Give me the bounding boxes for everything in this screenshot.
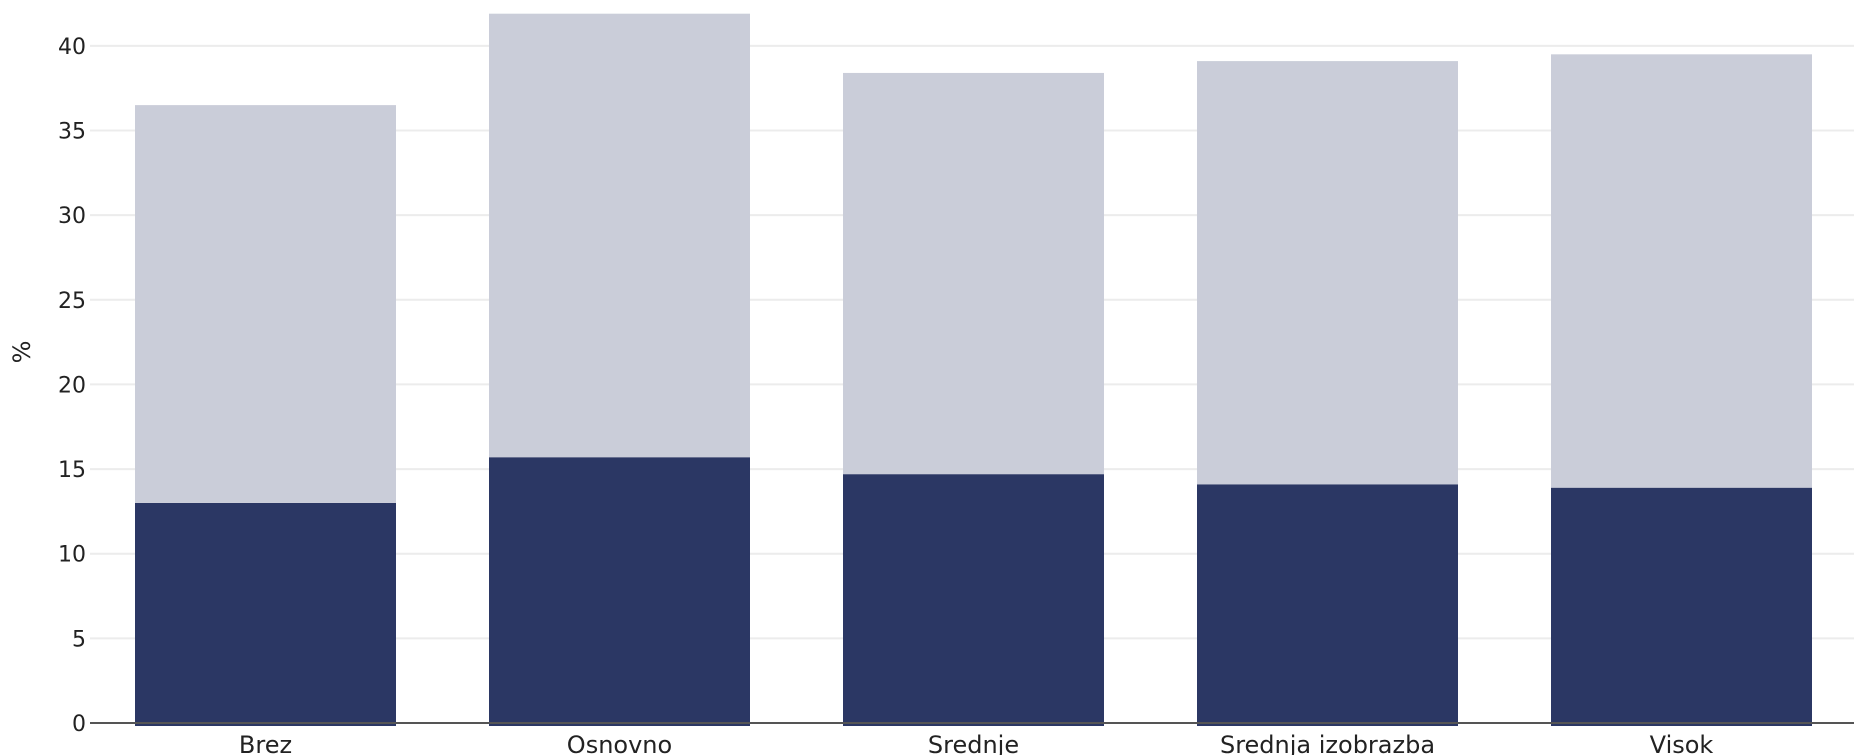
y-tick-label: 25 — [58, 289, 86, 314]
y-axis-title: % — [8, 341, 36, 364]
bar-segment-upper-2 — [489, 13, 750, 458]
y-tick-label: 15 — [58, 458, 86, 483]
y-tick-label: 40 — [58, 35, 86, 60]
x-axis-labels: Brez Osnovno Srednje Srednja izobrazba Visok — [239, 731, 1714, 755]
y-tick-label: 35 — [58, 120, 86, 145]
bar-segment-lower-4 — [1197, 484, 1458, 726]
x-tick-label: Visok — [1650, 731, 1714, 755]
x-tick-label: Brez — [239, 731, 292, 755]
bar-segment-lower-5 — [1551, 487, 1812, 726]
bar-segment-upper-1 — [135, 105, 396, 503]
y-tick-label: 5 — [72, 627, 86, 652]
y-tick-label: 20 — [58, 373, 86, 398]
bar-segment-lower-2 — [489, 457, 750, 726]
y-tick-label: 30 — [58, 204, 86, 229]
bar-segment-lower-1 — [135, 502, 396, 726]
x-tick-label: Srednja izobrazba — [1220, 731, 1435, 755]
y-axis-ticks: 0 5 10 15 20 25 30 35 40 — [58, 35, 86, 737]
bar-segment-upper-5 — [1551, 54, 1812, 488]
bar-segment-upper-3 — [843, 72, 1104, 475]
x-tick-label: Osnovno — [567, 731, 672, 755]
bar-segment-upper-4 — [1197, 61, 1458, 485]
y-tick-label: 0 — [72, 712, 86, 737]
bars — [135, 13, 1812, 726]
bar-segment-lower-3 — [843, 474, 1104, 726]
y-tick-label: 10 — [58, 543, 86, 568]
x-tick-label: Srednje — [928, 731, 1019, 755]
